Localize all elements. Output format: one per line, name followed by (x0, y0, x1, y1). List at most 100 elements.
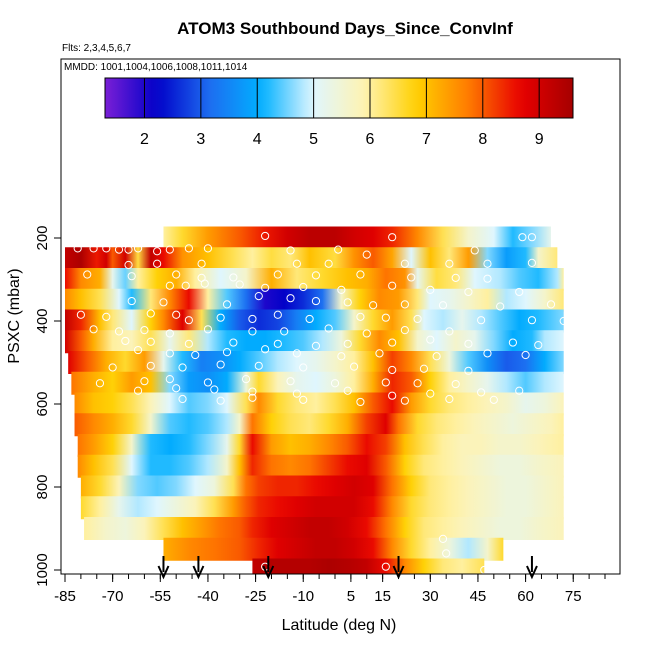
y-tick-label: 200 (34, 225, 51, 250)
observation-point (324, 259, 333, 268)
observation-point (337, 352, 346, 361)
colorbar-tick-label: 5 (309, 131, 318, 148)
observation-point (426, 389, 435, 398)
observation-point (445, 259, 454, 268)
observation-point (381, 378, 390, 387)
observation-point (133, 345, 143, 355)
observation-point (413, 314, 422, 324)
x-tick-label: 75 (565, 588, 582, 605)
observation-point (343, 386, 352, 395)
observation-point (442, 549, 451, 558)
observation-point (165, 349, 174, 358)
observation-point (222, 348, 232, 357)
observation-point (254, 292, 263, 301)
heatmap-layer (252, 558, 485, 574)
observation-point (334, 245, 343, 254)
observation-point (343, 298, 352, 307)
observation-point (515, 386, 524, 395)
flight-arrow-head (262, 565, 275, 580)
observation-point (451, 273, 460, 282)
observation-point (165, 375, 174, 384)
observation-point (369, 301, 378, 310)
observation-point (178, 394, 187, 404)
observation-point (133, 386, 143, 395)
colorbar-tick-label: 7 (422, 131, 431, 148)
x-tick-label: -85 (54, 588, 76, 605)
observation-point (172, 270, 181, 279)
observation-point (400, 259, 409, 268)
observation-point (184, 244, 193, 253)
observation-point (362, 329, 371, 338)
observation-point (261, 231, 270, 241)
observation-point (356, 397, 365, 407)
observation-point (375, 349, 384, 358)
x-tick-label: 15 (374, 588, 391, 605)
observation-point (76, 310, 85, 319)
observation-point (133, 244, 143, 253)
observation-point (146, 309, 155, 318)
flight-arrows (157, 556, 538, 580)
observation-point (400, 396, 409, 405)
observation-point (261, 345, 270, 354)
observation-point (254, 361, 263, 370)
observation-point (299, 363, 308, 372)
observation-point (114, 245, 124, 254)
observation-point (426, 285, 435, 294)
observation-point (343, 339, 352, 348)
colorbar-tick-label: 9 (535, 131, 544, 148)
colorbar-tick-label: 6 (366, 131, 375, 148)
observation-point (286, 246, 295, 255)
observation-point (273, 270, 282, 279)
heatmap-layer (84, 517, 564, 540)
observation-point (280, 327, 289, 336)
flight-arrow-head (192, 565, 205, 580)
observation-point (483, 349, 492, 358)
observation-point (515, 287, 524, 297)
observation-point (464, 287, 473, 297)
observation-point (527, 233, 537, 242)
observation-point (114, 327, 124, 336)
y-tick-label: 1000 (34, 553, 51, 586)
observation-point (477, 316, 486, 325)
observation-point (165, 281, 174, 290)
observation-point (324, 324, 333, 333)
x-tick-label: 60 (517, 588, 534, 605)
observation-point (400, 326, 409, 335)
observation-point (362, 250, 371, 259)
y-tick-label: 600 (34, 391, 51, 416)
observation-point (89, 325, 98, 334)
colorbar-tick-label: 2 (140, 131, 149, 148)
heatmap-layer (65, 309, 564, 333)
observation-point (337, 285, 346, 294)
observation-point (153, 247, 162, 256)
observation-point (464, 366, 473, 375)
observation-point (483, 274, 492, 283)
x-tick-label: 30 (422, 588, 439, 605)
observation-point (356, 312, 365, 321)
colorbar-tick-label: 8 (478, 131, 487, 148)
observation-point (381, 562, 390, 571)
observation-point (292, 389, 301, 398)
observation-point (527, 258, 537, 267)
x-tick-label: -70 (102, 588, 124, 605)
observation-point (235, 280, 244, 289)
observation-point (311, 296, 321, 306)
observation-point (388, 233, 397, 242)
observation-point (330, 379, 340, 388)
observation-point (534, 340, 543, 350)
observation-point (489, 395, 498, 404)
x-axis-label: Latitude (deg N) (282, 617, 397, 634)
observation-point (445, 327, 454, 336)
observation-point (210, 385, 219, 394)
heatmap-layer (65, 268, 564, 291)
x-tick-label: 5 (347, 588, 355, 605)
heatmap-layer (65, 288, 564, 312)
observation-point (286, 377, 295, 386)
observation-point (248, 387, 257, 396)
heatmap-layer (163, 226, 551, 250)
observation-point (508, 338, 517, 347)
observation-point (483, 259, 492, 268)
observation-point (229, 273, 238, 282)
observation-point (286, 294, 295, 303)
